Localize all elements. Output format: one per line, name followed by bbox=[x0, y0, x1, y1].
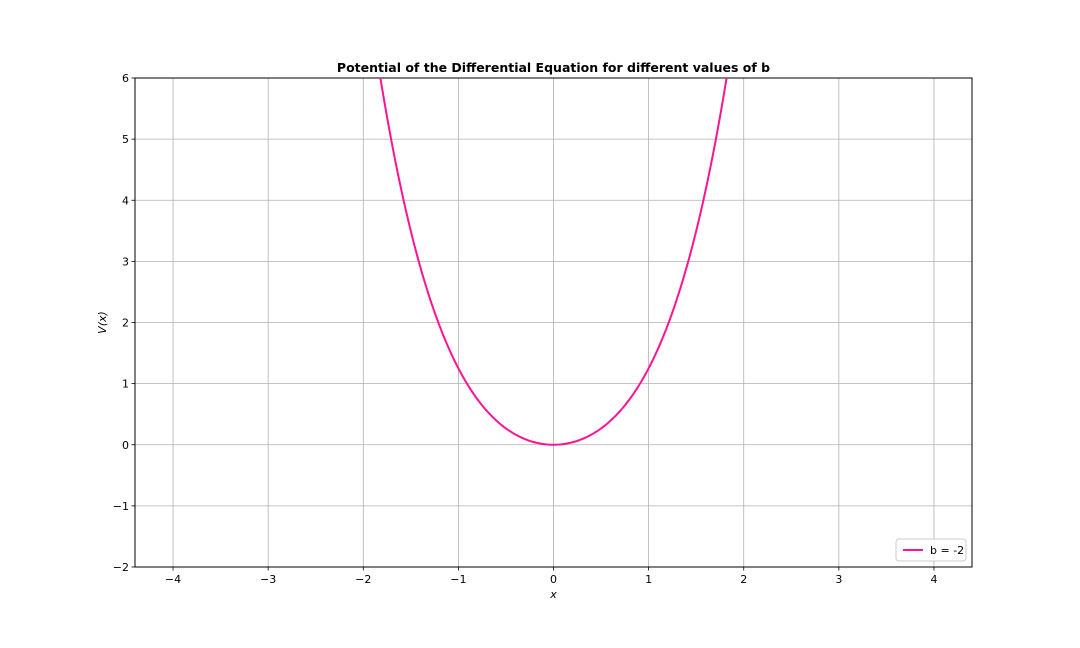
x-axis-label: x bbox=[549, 588, 557, 601]
y-tick-label: 6 bbox=[122, 72, 129, 85]
x-tick-label: −4 bbox=[165, 573, 181, 586]
x-tick-label: 2 bbox=[740, 573, 747, 586]
y-axis-label: V(x) bbox=[96, 311, 109, 334]
y-tick-label: −1 bbox=[113, 500, 129, 513]
chart-title: Potential of the Differential Equation f… bbox=[337, 60, 770, 75]
legend-label: b = -2 bbox=[930, 544, 964, 557]
axis-ticks: −4 −3 −2 −1 0 1 2 3 4 −2 −1 0 1 2 3 4 5 6 bbox=[113, 72, 938, 586]
y-tick-label: 1 bbox=[122, 378, 129, 391]
series-layer bbox=[379, 78, 728, 446]
series-line bbox=[379, 78, 728, 446]
x-tick-label: −1 bbox=[450, 573, 466, 586]
y-tick-label: 5 bbox=[122, 133, 129, 146]
y-tick-label: −2 bbox=[113, 561, 129, 574]
legend-box bbox=[895, 538, 967, 562]
y-tick-label: 3 bbox=[122, 255, 129, 268]
x-tick-label: 1 bbox=[645, 573, 652, 586]
x-tick-label: −3 bbox=[260, 573, 276, 586]
y-tick-label: 4 bbox=[122, 194, 129, 207]
grid-lines bbox=[135, 77, 972, 568]
x-tick-label: 0 bbox=[550, 573, 557, 586]
x-tick-label: 4 bbox=[930, 573, 937, 586]
x-tick-label: −2 bbox=[355, 573, 371, 586]
y-tick-label: 2 bbox=[122, 317, 129, 330]
legend: b = -2 bbox=[895, 538, 967, 562]
y-tick-label: 0 bbox=[122, 439, 129, 452]
x-tick-label: 3 bbox=[835, 573, 842, 586]
